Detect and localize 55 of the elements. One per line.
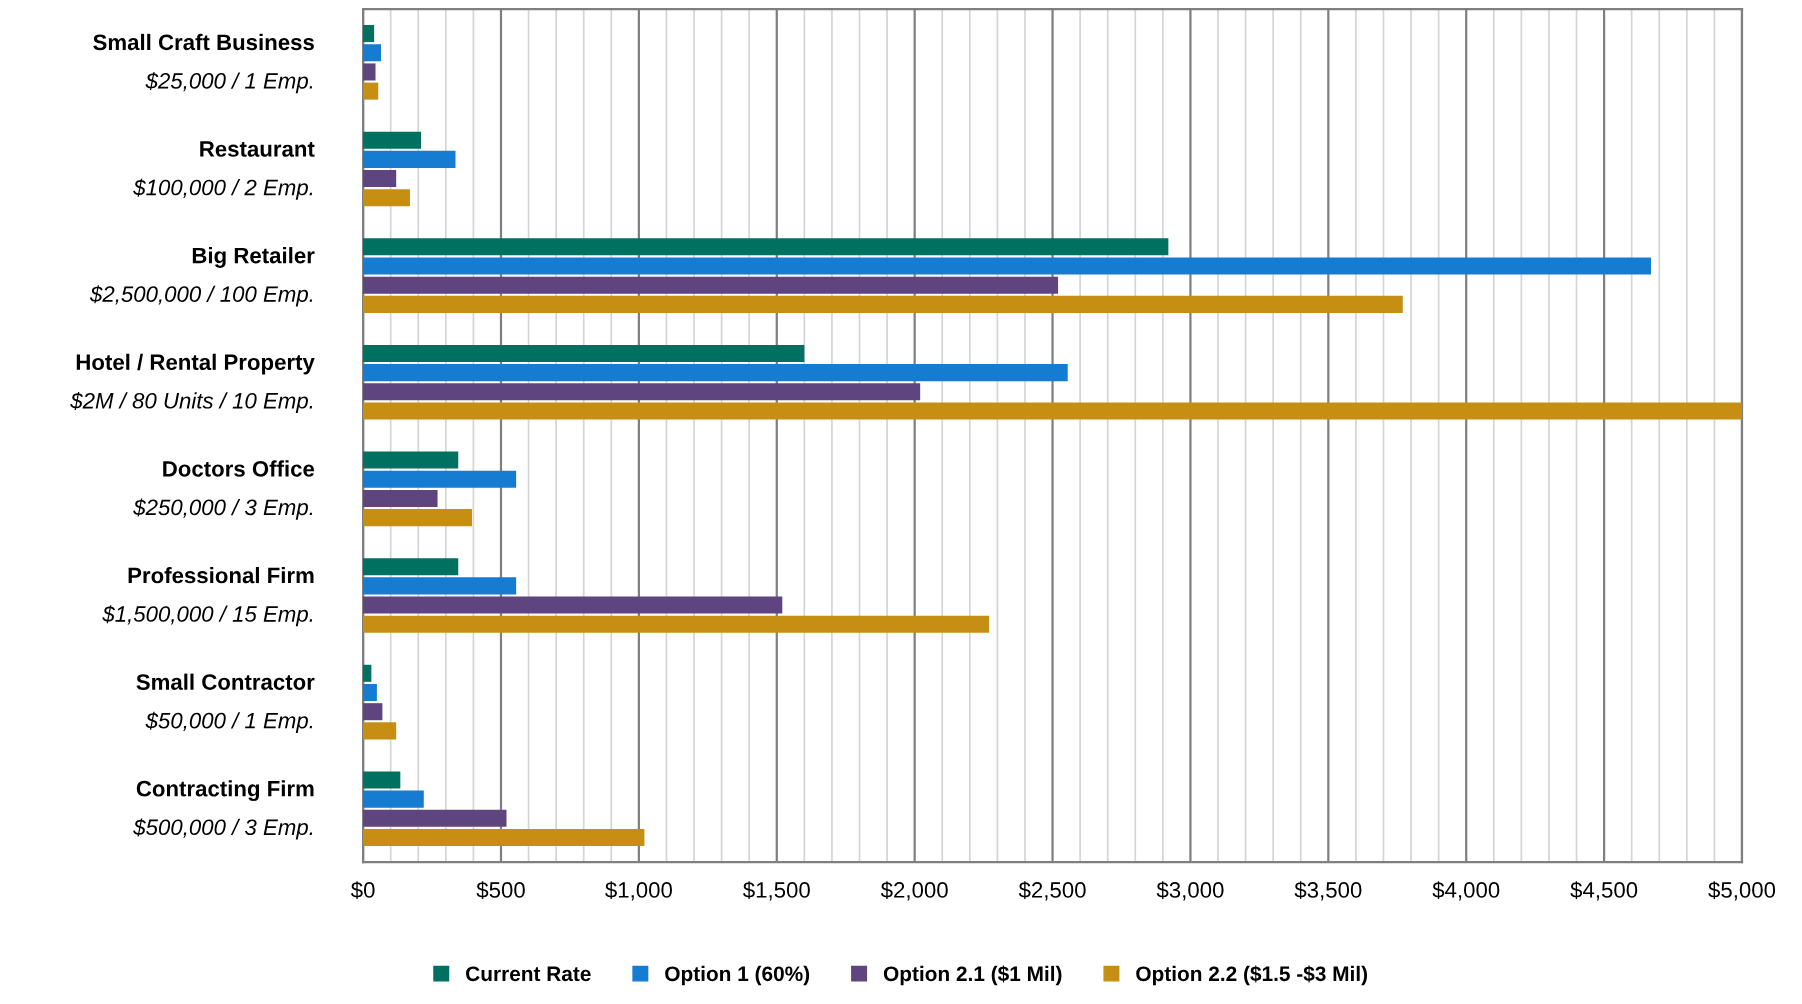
bar <box>363 82 379 100</box>
bar <box>363 170 397 188</box>
x-tick-label: $2,000 <box>880 881 948 901</box>
bar <box>363 615 990 633</box>
x-tick-label: $2,500 <box>1018 881 1086 901</box>
bar <box>363 509 473 527</box>
x-tick-label: $4,500 <box>1570 881 1638 901</box>
bar <box>363 44 382 62</box>
x-tick-label: $5,000 <box>1708 881 1776 901</box>
bar <box>363 150 456 168</box>
y-tick-label: Contracting Firm $500,000 / 3 Emp. <box>133 780 314 840</box>
bar <box>363 238 1169 256</box>
bar <box>363 257 1651 275</box>
bar <box>363 276 1059 294</box>
bar <box>363 489 438 507</box>
bar <box>363 470 517 488</box>
bar <box>363 790 424 808</box>
y-tick-label: Hotel / Rental Property $2M / 80 Units / 10 Emp. <box>70 353 315 414</box>
bar <box>363 189 410 207</box>
bar <box>363 703 383 721</box>
x-tick-label: $1,000 <box>605 881 672 901</box>
y-tick-label: Restaurant $100,000 / 2 Emp. <box>133 141 315 200</box>
bar <box>363 383 921 401</box>
x-tick-label: $4,000 <box>1432 881 1500 901</box>
x-tick-label: $500 <box>476 881 525 900</box>
x-tick-label: $3,000 <box>1156 881 1224 901</box>
bar <box>363 664 372 682</box>
bar <box>363 558 459 576</box>
bar <box>363 344 805 362</box>
y-tick-label: Small Contractor $50,000 / 1 Emp. <box>136 673 315 733</box>
bar <box>363 25 375 43</box>
bar <box>363 828 645 847</box>
bar <box>363 131 422 149</box>
legend-label: Current Rate <box>466 966 591 982</box>
y-tick-label: Big Retailer $2,500,000 / 100 Emp. <box>89 247 315 307</box>
x-tick-label: $1,500 <box>743 881 810 901</box>
bar <box>363 402 1742 420</box>
bar <box>363 295 1403 313</box>
x-tick-label: $0 <box>350 881 375 900</box>
y-tick-label: Professional Firm $1,500,000 / 15 Emp. <box>102 566 314 627</box>
bar <box>363 722 397 740</box>
bar <box>363 577 517 595</box>
legend-label: Option 2.2 ($1.5 -$3 Mil) <box>1136 965 1368 986</box>
bar <box>363 364 1068 382</box>
legend-label: Option 2.1 ($1 Mil) <box>883 965 1062 986</box>
legend-label: Option 1 (60%) <box>665 965 810 986</box>
bar <box>363 683 377 702</box>
y-tick-label: Doctors Office $250,000 / 3 Emp. <box>133 460 315 520</box>
bar <box>363 63 376 81</box>
y-tick-label: Small Craft Business $25,000 / 1 Emp. <box>93 33 314 94</box>
bar <box>363 451 459 469</box>
x-tick-label: $3,500 <box>1294 881 1362 901</box>
bar <box>363 809 507 827</box>
bar <box>363 596 783 614</box>
bar <box>363 771 401 789</box>
